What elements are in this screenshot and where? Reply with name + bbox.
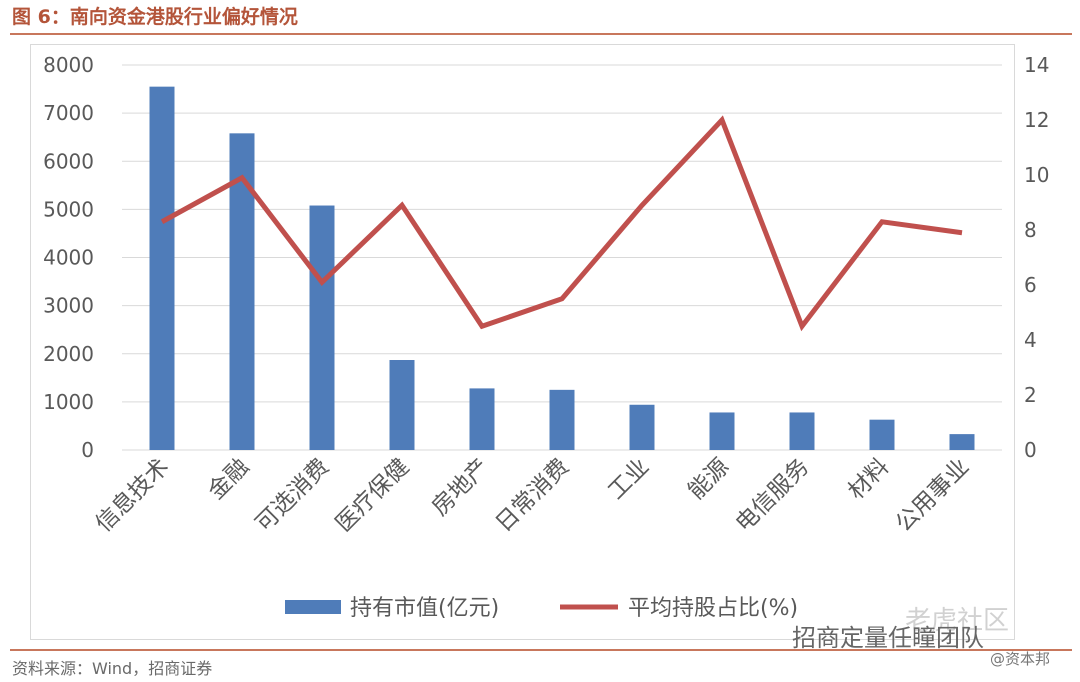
bar [149,86,175,450]
left-tick-label: 0 [81,438,94,462]
right-tick-label: 10 [1024,163,1049,187]
right-tick-label: 6 [1024,273,1037,297]
category-label: 日常消费 [491,454,574,537]
legend: 持有市值(亿元) 平均持股占比(%) [285,596,798,621]
right-tick-label: 8 [1024,218,1037,242]
category-label: 公用事业 [891,454,974,537]
left-tick-label: 8000 [43,53,94,77]
right-axis-ticks: 0 2 4 6 8 10 12 14 [1024,53,1049,462]
right-tick-label: 0 [1024,438,1037,462]
chart-frame [30,44,1015,640]
source-note: 资料来源：Wind，招商证券 [12,659,213,678]
bar [949,434,975,450]
category-label: 材料 [843,454,894,505]
legend-bar-label: 持有市值(亿元) [350,596,499,621]
left-tick-label: 3000 [43,294,94,318]
right-tick-label: 2 [1024,383,1037,407]
bar [469,388,495,450]
category-label: 能源 [683,454,734,505]
left-tick-label: 4000 [43,246,94,270]
bar-series [149,86,975,450]
bar [789,412,815,450]
figure-title: 图 6：南向资金港股行业偏好情况 [12,6,298,28]
legend-line-label: 平均持股占比(%) [628,596,798,621]
legend-bar-swatch [285,600,341,614]
category-label: 电信服务 [731,454,814,537]
bar [629,404,655,450]
left-tick-label: 2000 [43,342,94,366]
category-label: 信息技术 [91,454,174,537]
category-label: 可选消费 [251,454,334,537]
right-tick-label: 12 [1024,108,1049,132]
left-tick-label: 5000 [43,197,94,221]
right-tick-label: 4 [1024,328,1037,352]
bar [869,419,895,450]
line-series [160,115,963,332]
bar [549,389,575,450]
watermark-community: 老虎社区 [905,606,1010,636]
category-label: 房地产 [427,454,494,521]
right-tick-label: 14 [1024,53,1049,77]
left-axis-ticks: 0 1000 2000 3000 4000 5000 6000 7000 8000 [43,53,94,462]
left-tick-label: 1000 [43,390,94,414]
bar [709,412,735,450]
category-label: 金融 [203,454,254,505]
left-tick-label: 6000 [43,149,94,173]
bar [389,360,415,450]
watermark-team: 招商定量任瞳团队 [792,624,984,652]
left-tick-label: 7000 [43,101,94,125]
source-rule [10,649,1072,651]
category-label: 工业 [603,454,654,505]
category-label: 医疗保健 [331,454,414,537]
title-rule [10,33,1072,35]
bar [309,205,335,450]
watermark-handle: @资本邦 [990,650,1051,668]
line-path [160,115,963,332]
